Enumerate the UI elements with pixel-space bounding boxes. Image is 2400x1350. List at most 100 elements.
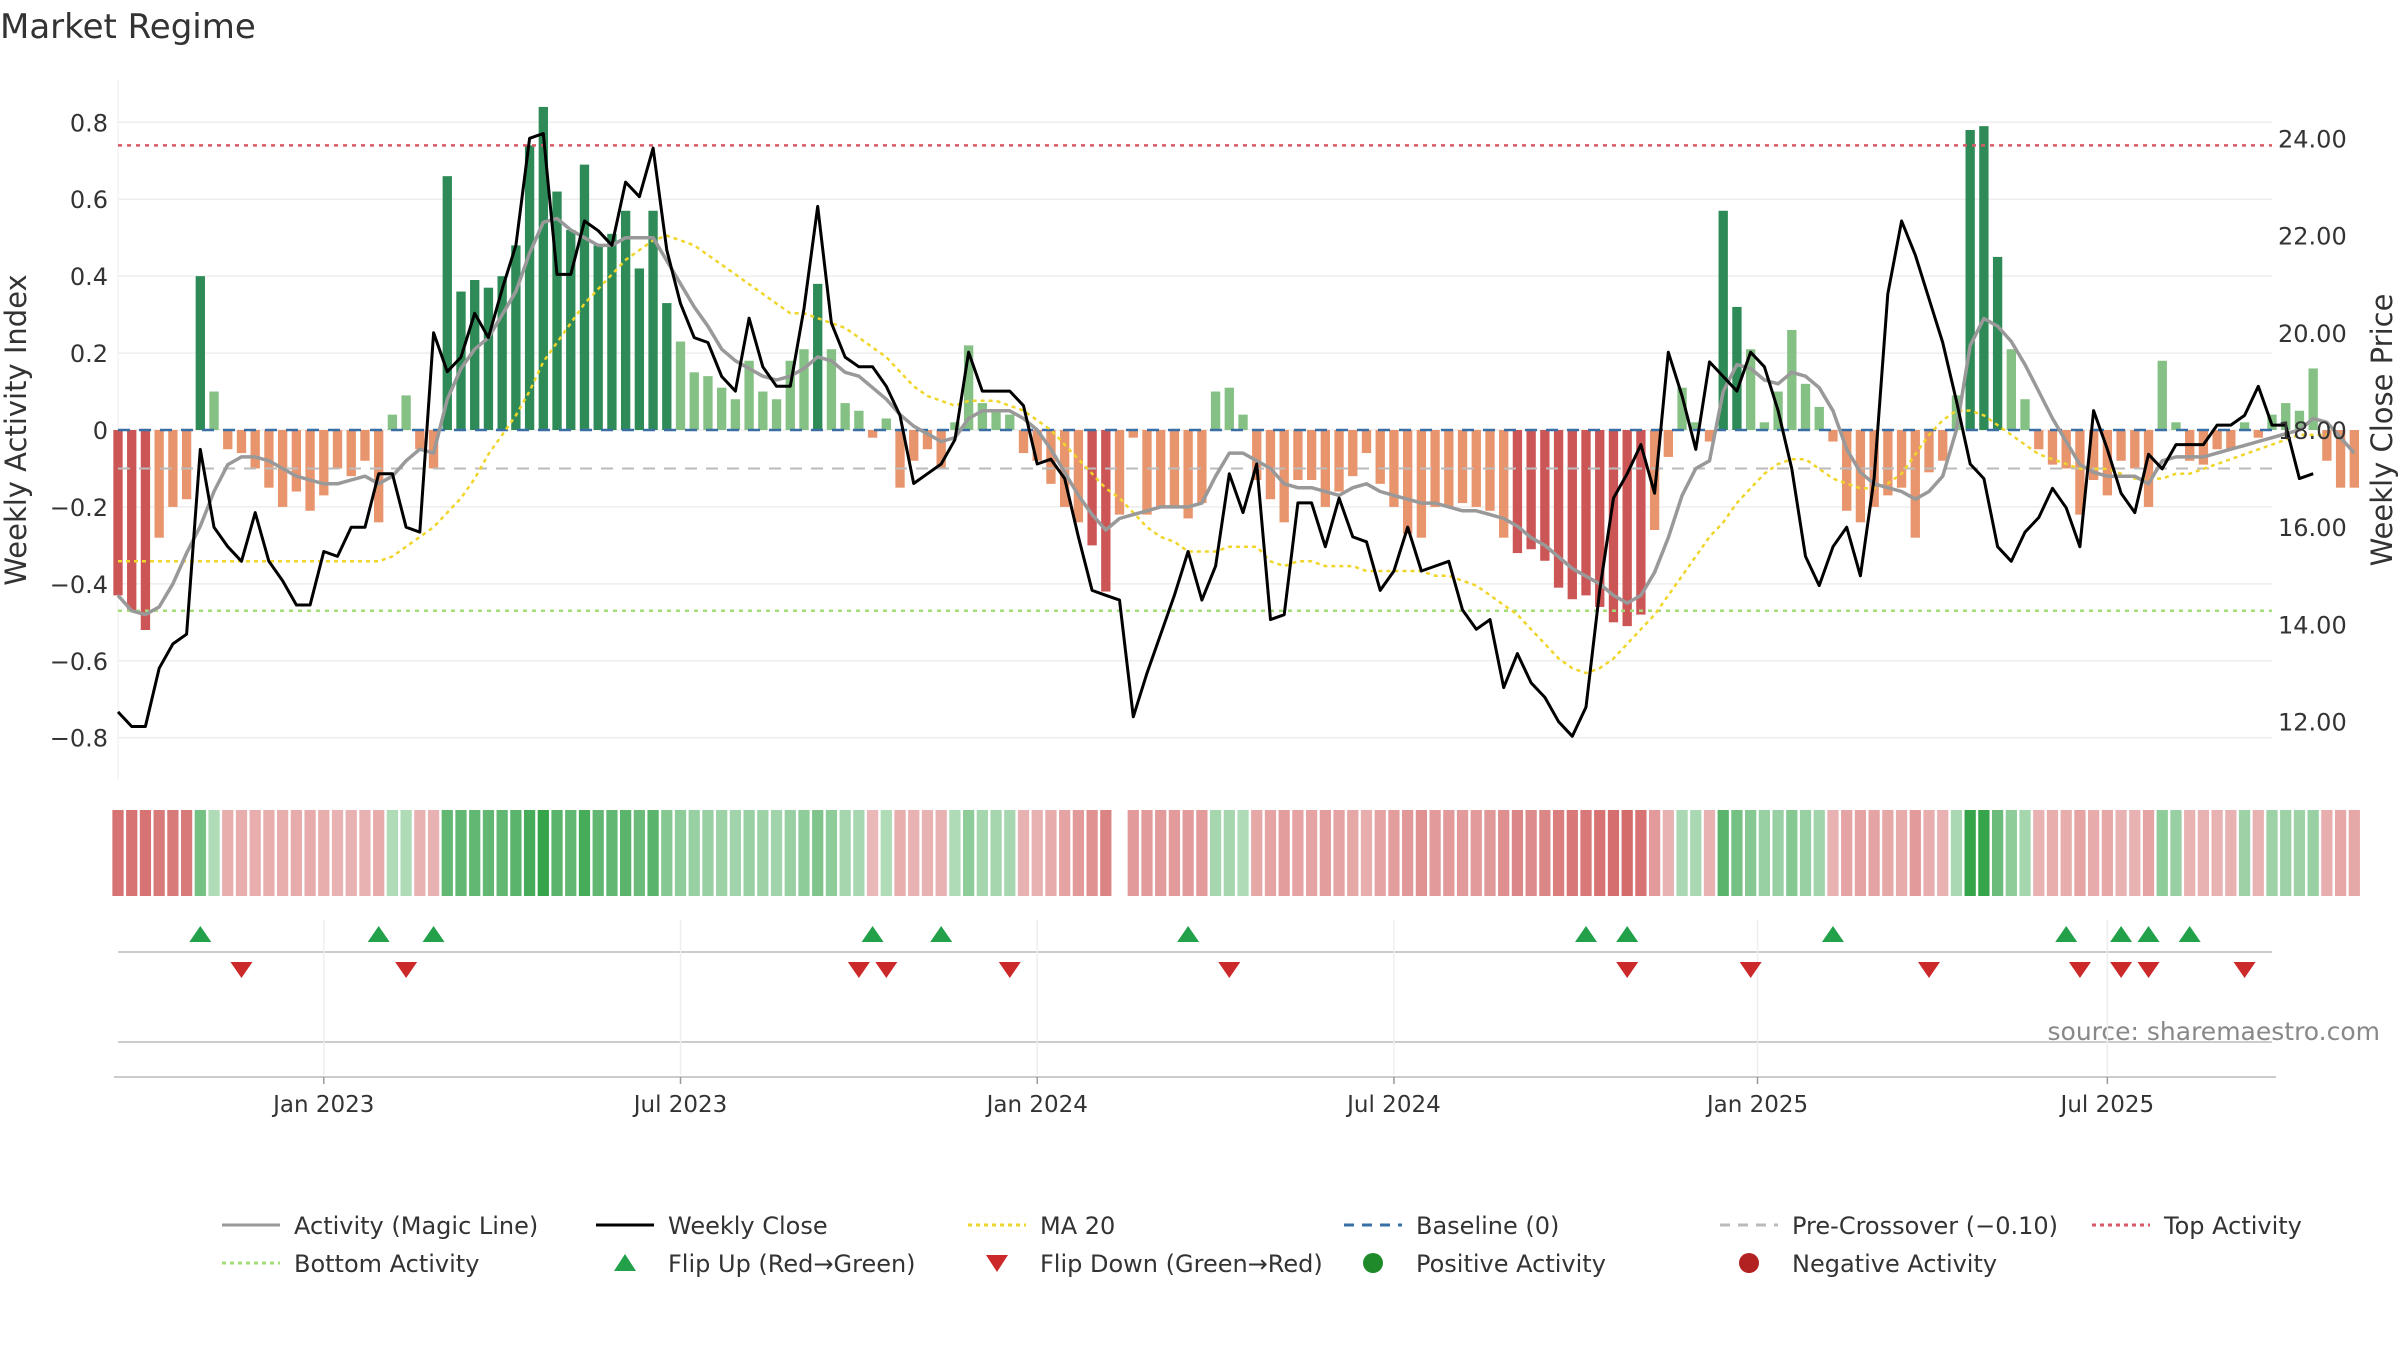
regime-cell-94: [1402, 810, 1414, 896]
activity-bar-147: [2130, 430, 2140, 469]
flip-down-marker-10: [2110, 962, 2133, 978]
y-tick-left-1: 0.6: [70, 186, 108, 214]
regime-cell-108: [1594, 810, 1606, 896]
legend-swatch-8: [986, 1255, 1008, 1272]
activity-bar-75: [1142, 430, 1152, 515]
activity-bar-31: [538, 106, 548, 430]
activity-bar-99: [1471, 430, 1481, 507]
activity-bar-143: [2075, 430, 2085, 515]
activity-bar-10: [250, 430, 260, 469]
y-tick-left-4: 0: [93, 417, 108, 445]
regime-cell-86: [1292, 810, 1304, 896]
activity-bar-57: [895, 430, 905, 488]
regime-cell-97: [1443, 810, 1455, 896]
regime-strip: [112, 810, 2360, 896]
activity-bar-4: [168, 430, 178, 507]
y-tick-left-0: 0.8: [70, 109, 108, 137]
flip-markers: [118, 920, 2272, 1075]
regime-cell-138: [2005, 810, 2017, 896]
activity-bar-133: [1938, 430, 1948, 461]
regime-cell-142: [2060, 810, 2072, 896]
activity-bar-36: [607, 233, 617, 430]
regime-cell-76: [1155, 810, 1167, 896]
legend-label-1: Weekly Close: [668, 1212, 828, 1240]
series-lines: [116, 132, 2356, 738]
regime-cell-146: [2115, 810, 2127, 896]
regime-cell-83: [1251, 810, 1263, 896]
regime-cell-77: [1168, 810, 1181, 896]
regime-cell-105: [1552, 810, 1565, 896]
activity-bar-62: [963, 345, 974, 430]
regime-cell-145: [2101, 810, 2113, 896]
regime-cell-47: [757, 810, 769, 896]
regime-cell-140: [2033, 810, 2045, 896]
regime-cell-154: [2225, 810, 2237, 896]
activity-bar-156: [2253, 430, 2263, 438]
regime-cell-122: [1786, 810, 1798, 896]
regime-cell-56: [880, 810, 892, 896]
legend-swatch-10: [1739, 1253, 1759, 1273]
regime-cell-24: [441, 810, 453, 896]
activity-bar-109: [1608, 430, 1619, 623]
activity-bar-0: [113, 430, 123, 596]
activity-bar-148: [2143, 430, 2154, 507]
regime-cell-50: [798, 810, 810, 896]
activity-bar-38: [634, 268, 645, 430]
activity-bar-105: [1553, 430, 1564, 588]
regime-cell-157: [2266, 810, 2278, 896]
regime-cell-103: [1525, 810, 1537, 896]
regime-cell-90: [1347, 810, 1359, 896]
regime-cell-130: [1895, 810, 1908, 896]
legend-label-10: Negative Activity: [1792, 1250, 1997, 1278]
activity-bar-132: [1924, 430, 1934, 473]
activity-bar-142: [2061, 430, 2071, 469]
regime-cell-127: [1854, 810, 1867, 896]
activity-bar-145: [2102, 430, 2113, 496]
regime-cell-112: [1648, 810, 1661, 896]
regime-cell-153: [2211, 810, 2223, 896]
regime-cell-159: [2293, 810, 2306, 896]
activity-bar-8: [223, 430, 233, 450]
regime-cell-14: [304, 810, 316, 896]
x-tick-label-5: Jul 2025: [2059, 1092, 2155, 1118]
regime-cell-115: [1690, 810, 1702, 896]
flip-up-marker-5: [1177, 926, 1200, 942]
regime-cell-0: [112, 810, 124, 896]
activity-bar-7: [209, 391, 219, 430]
flip-down-marker-7: [1739, 962, 1762, 978]
activity-bar-90: [1348, 430, 1358, 477]
activity-bar-16: [332, 430, 343, 469]
regime-cell-61: [949, 810, 961, 896]
activity-bar-149: [2157, 360, 2167, 430]
activity-bar-20: [387, 414, 398, 430]
activity-bar-61: [950, 422, 960, 430]
regime-cell-147: [2129, 810, 2141, 896]
flip-up-marker-4: [930, 926, 953, 942]
regime-cell-64: [990, 810, 1002, 896]
regime-cell-21: [400, 810, 412, 896]
activity-bar-44: [717, 387, 727, 430]
activity-bar-76: [1156, 430, 1166, 507]
regime-cell-89: [1333, 810, 1345, 896]
flip-up-marker-11: [2137, 926, 2160, 942]
legend-label-9: Positive Activity: [1416, 1250, 1606, 1278]
y-tick-left-8: −0.8: [50, 725, 108, 753]
x-tick-label-2: Jan 2024: [985, 1092, 1088, 1118]
activity-bar-28: [497, 276, 507, 430]
activity-bar-144: [2088, 430, 2099, 480]
regime-cell-114: [1676, 810, 1688, 896]
weekly-close-line: [116, 132, 2314, 738]
activity-bar-55: [867, 430, 878, 438]
activity-bar-92: [1375, 430, 1385, 484]
regime-cell-38: [633, 810, 645, 896]
regime-cell-36: [606, 810, 618, 896]
activity-bar-103: [1526, 430, 1536, 550]
regime-cell-13: [290, 810, 302, 896]
y-tick-left-6: −0.4: [50, 571, 108, 599]
y-tick-right-1: 22.00: [2278, 223, 2347, 251]
regime-cell-99: [1470, 810, 1482, 896]
regime-cell-144: [2088, 810, 2100, 896]
regime-cell-8: [222, 810, 234, 896]
regime-cell-109: [1607, 810, 1620, 896]
activity-bar-129: [1883, 430, 1893, 496]
